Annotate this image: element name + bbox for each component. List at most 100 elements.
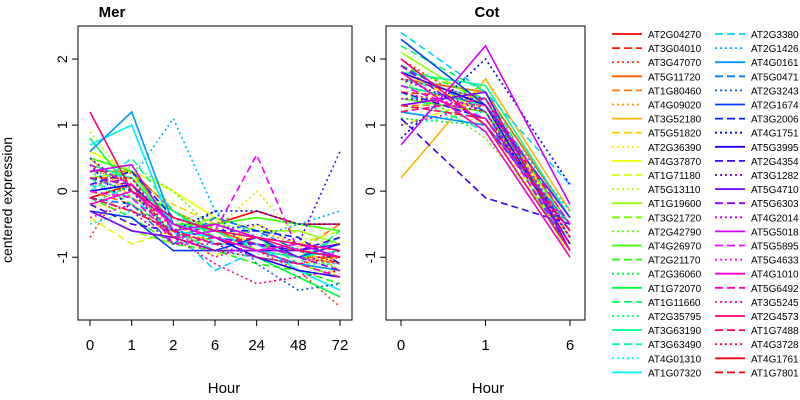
mer-series-line-10 bbox=[89, 150, 341, 265]
legend-label: AT3G63490 bbox=[648, 340, 702, 351]
legend-label: AT2G35795 bbox=[648, 312, 702, 323]
legend-label: AT5G4710 bbox=[751, 185, 799, 196]
legend-label: AT5G5018 bbox=[751, 227, 799, 238]
mer-x-tick-label: 6 bbox=[211, 337, 219, 354]
mer-series-line-48 bbox=[90, 177, 341, 265]
legend-label: AT1G80460 bbox=[648, 86, 702, 97]
legend-label: AT1G71180 bbox=[648, 171, 701, 182]
cot-series-line-3 bbox=[400, 58, 571, 252]
cot-series-line-20 bbox=[400, 45, 571, 232]
legend-label: AT3G04010 bbox=[648, 44, 702, 55]
cot-series-line-42 bbox=[400, 97, 571, 232]
cot-y-tick-label: 2 bbox=[362, 55, 378, 63]
legend-label: AT2G4573 bbox=[751, 312, 799, 323]
legend-label: AT5G51820 bbox=[648, 129, 702, 140]
legend-label: AT4G1761 bbox=[751, 354, 799, 365]
cot-panel-title: Cot bbox=[475, 4, 500, 21]
cot-series-line-35 bbox=[400, 117, 571, 225]
cot-series-line-22 bbox=[400, 71, 571, 219]
cot-series-line-41 bbox=[400, 84, 571, 245]
mer-x-axis-label: Hour bbox=[208, 380, 241, 397]
mer-series-line-46 bbox=[89, 111, 341, 258]
cot-x-axis-label: Hour bbox=[472, 380, 505, 397]
legend-label: AT5G3995 bbox=[751, 143, 799, 154]
legend-label: AT4G26970 bbox=[648, 242, 702, 253]
legend-label: AT4G3728 bbox=[751, 340, 799, 351]
legend-label: AT1G07320 bbox=[648, 368, 702, 379]
cot-series-group bbox=[400, 31, 571, 258]
legend-label: AT3G21720 bbox=[648, 213, 702, 224]
legend-label: AT2G36060 bbox=[648, 270, 702, 281]
legend-label: AT4G1010 bbox=[751, 270, 799, 281]
legend-label: AT2G42790 bbox=[648, 227, 702, 238]
legend-label: AT1G19600 bbox=[648, 199, 702, 210]
cot-series-line-44 bbox=[400, 97, 571, 225]
mer-series-group bbox=[89, 110, 341, 308]
legend-label: AT4G09020 bbox=[648, 101, 702, 112]
mer-series-line-11 bbox=[89, 216, 341, 259]
mer-series-line-28 bbox=[89, 110, 341, 272]
legend-label: AT4G37870 bbox=[648, 157, 702, 168]
cot-x-tick-label: 1 bbox=[481, 337, 489, 354]
legend-label: AT3G52180 bbox=[648, 115, 702, 126]
mer-series-line-30 bbox=[89, 177, 341, 292]
legend-label: AT5G4633 bbox=[751, 256, 799, 267]
mer-series-line-3 bbox=[89, 169, 341, 308]
legend-label: AT3G5245 bbox=[751, 298, 799, 309]
mer-x-tick-label: 2 bbox=[169, 337, 177, 354]
cot-x-tick-label: 0 bbox=[397, 337, 405, 354]
mer-series-line-47 bbox=[89, 197, 341, 252]
mer-x-tick-label: 0 bbox=[86, 337, 94, 354]
cot-x-tick-label: 6 bbox=[566, 337, 574, 354]
legend-label: AT2G4354 bbox=[751, 157, 799, 168]
mer-y-tick-label: 1 bbox=[54, 121, 70, 129]
mer-panel-title: Mer bbox=[99, 4, 126, 21]
cot-series-line-48 bbox=[400, 78, 571, 245]
cot-series-line-39 bbox=[400, 104, 571, 219]
mer-panel: 0 1 2 6 24 48 72 -1 0 1 2 bbox=[54, 25, 353, 354]
legend-label: AT4G1751 bbox=[751, 129, 799, 140]
mer-x-tick-label: 24 bbox=[248, 337, 265, 354]
legend-label: AT5G5895 bbox=[751, 242, 799, 253]
legend: AT2G04270 AT3G04010 AT3G47070 AT5G11720 AT1G… bbox=[612, 30, 799, 379]
mer-series-line-42 bbox=[89, 177, 341, 265]
mer-y-tick-label: 0 bbox=[54, 187, 70, 195]
mer-series-line-44 bbox=[89, 163, 341, 278]
legend-label: AT3G63190 bbox=[648, 326, 702, 337]
cot-panel: 0 1 6 -1 0 1 2 bbox=[362, 25, 586, 354]
mer-x-tick-label: 72 bbox=[332, 337, 349, 354]
legend-label: AT1G72070 bbox=[648, 284, 702, 295]
cot-series-line-37 bbox=[400, 91, 571, 251]
legend-label: AT2G21170 bbox=[648, 256, 701, 267]
cot-series-line-33 bbox=[400, 57, 571, 186]
legend-label: AT3G2006 bbox=[751, 115, 799, 126]
legend-label: AT5G6303 bbox=[751, 199, 799, 210]
legend-label: AT2G1426 bbox=[751, 44, 799, 55]
cot-series-line-43 bbox=[400, 71, 571, 258]
legend-label: AT3G47070 bbox=[648, 58, 702, 69]
legend-label: AT4G01310 bbox=[648, 354, 702, 365]
legend-label: AT1G7801 bbox=[751, 368, 799, 379]
cot-y-tick-label: 0 bbox=[362, 187, 378, 195]
legend-label: AT1G7488 bbox=[751, 326, 799, 337]
y-axis-label: centered expression bbox=[0, 137, 15, 263]
cot-series-line-45 bbox=[400, 91, 571, 238]
mer-series-line-12 bbox=[89, 131, 341, 245]
cot-series-line-29 bbox=[400, 64, 571, 252]
legend-label: AT4G0161 bbox=[751, 58, 799, 69]
mer-series-line-29 bbox=[89, 197, 341, 258]
legend-label: AT2G04270 bbox=[648, 30, 702, 41]
cot-series-line-28 bbox=[400, 111, 571, 225]
cot-series-line-46 bbox=[400, 58, 571, 252]
mer-x-tick-label: 48 bbox=[290, 337, 307, 354]
mer-series-line-45 bbox=[89, 203, 341, 285]
legend-label: AT1G11660 bbox=[648, 298, 701, 309]
cot-series-line-40 bbox=[400, 44, 571, 205]
legend-label: AT2G36390 bbox=[648, 143, 702, 154]
legend-label: AT4G2014 bbox=[751, 213, 799, 224]
legend-label: AT2G1674 bbox=[751, 101, 799, 112]
cot-y-tick-label: 1 bbox=[362, 121, 378, 129]
mer-y-tick-label: -1 bbox=[54, 251, 70, 264]
legend-label: AT2G3243 bbox=[751, 86, 799, 97]
